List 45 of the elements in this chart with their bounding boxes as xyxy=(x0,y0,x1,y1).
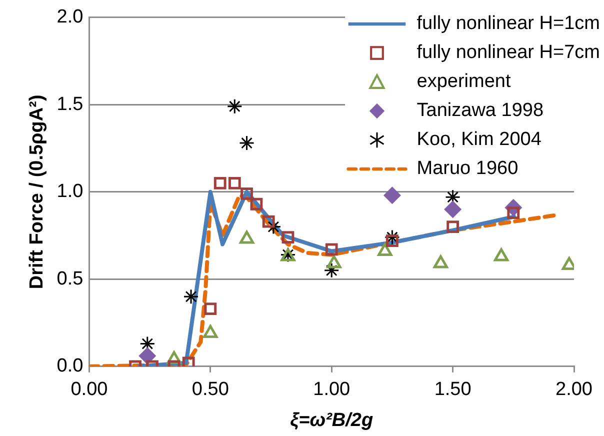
y-tick-label: 1.0 xyxy=(56,181,84,202)
point xyxy=(445,189,461,205)
legend-label: Koo, Kim 2004 xyxy=(416,128,542,152)
point xyxy=(325,243,338,256)
point xyxy=(140,336,156,352)
point xyxy=(444,201,462,218)
point xyxy=(262,215,275,228)
point xyxy=(282,231,294,244)
y-tick-label: 1.5 xyxy=(56,94,84,115)
y-axis-title: Drift Force / (0.5ρgA²) xyxy=(26,94,48,290)
y-tick-label: 0.0 xyxy=(56,356,84,377)
point xyxy=(494,248,509,262)
point xyxy=(384,187,400,204)
legend-label: Maruo 1960 xyxy=(416,157,518,182)
point xyxy=(183,288,199,304)
x-tick-label: 1.00 xyxy=(313,379,350,400)
point xyxy=(214,176,226,190)
point xyxy=(204,302,217,316)
y-tick-label: 2.0 xyxy=(56,6,84,28)
point xyxy=(250,198,263,210)
point xyxy=(203,324,218,338)
point xyxy=(386,234,398,247)
legend-label: fully nonlinear H=7cm xyxy=(416,41,600,66)
y-tick-label: 0.5 xyxy=(56,268,84,290)
x-tick-label: 0.50 xyxy=(192,379,229,400)
point xyxy=(324,262,340,278)
point xyxy=(240,187,253,200)
legend-label: experiment xyxy=(416,70,511,94)
point xyxy=(433,255,448,268)
point xyxy=(384,230,400,246)
point xyxy=(228,176,241,190)
point xyxy=(139,348,156,364)
point xyxy=(239,230,254,244)
x-tick-label: 2.00 xyxy=(556,379,592,400)
x-tick-label: 1.50 xyxy=(434,379,472,400)
x-tick-label: 0.00 xyxy=(70,379,108,400)
legend-label: fully nonlinear H=1cm xyxy=(416,12,600,36)
point xyxy=(378,242,392,256)
point xyxy=(446,220,460,233)
point xyxy=(326,255,342,268)
point xyxy=(182,356,195,366)
point xyxy=(239,135,255,151)
x-axis-title: ξ=ω²B/2g xyxy=(290,410,374,431)
point xyxy=(226,98,242,114)
legend-label: Tanizawa 1998 xyxy=(416,99,544,124)
